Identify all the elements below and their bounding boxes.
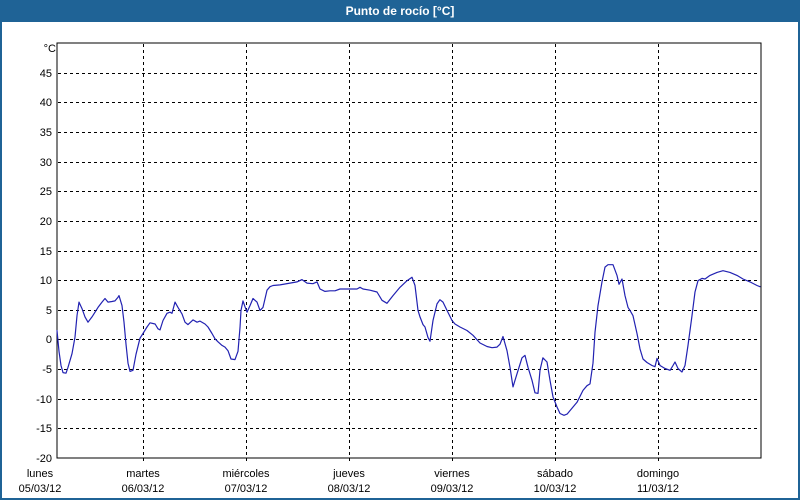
plot-frame	[56, 42, 762, 459]
x-day-label: miércoles	[222, 468, 270, 480]
x-day-label: jueves	[332, 468, 365, 480]
x-date-label: 09/03/12	[431, 483, 474, 495]
x-day-label: lunes	[27, 468, 54, 480]
x-date-label: 10/03/12	[534, 483, 577, 495]
x-day-label: sábado	[537, 468, 573, 480]
x-day-label: viernes	[434, 468, 470, 480]
chart-title: Punto de rocío [°C]	[345, 4, 455, 18]
y-tick-label: 40	[40, 97, 52, 109]
x-date-label: 06/03/12	[122, 483, 165, 495]
y-tick-label: 20	[40, 216, 52, 228]
y-tick-label: -10	[36, 394, 52, 406]
x-gridlines	[143, 44, 659, 462]
y-tick-label: 10	[40, 275, 52, 287]
y-tick-label: 45	[40, 68, 52, 80]
y-tick-label: -15	[36, 423, 52, 435]
y-gridlines	[58, 73, 760, 429]
y-tick-label: 15	[40, 246, 52, 258]
y-unit-label: °C	[44, 43, 56, 55]
data-line-dew-point	[56, 264, 761, 416]
y-tick-label: 35	[40, 127, 52, 139]
y-tick-label: 5	[46, 305, 52, 317]
x-date-label: 11/03/12	[637, 483, 679, 495]
y-tick-label: 30	[40, 157, 52, 169]
x-day-label: martes	[126, 468, 160, 480]
y-tick-labels: 45 40 35 30 25 20 15 10 5 0 -5 -10 -15 -20	[36, 68, 52, 465]
x-day-label: domingo	[637, 468, 679, 480]
x-date-label: 05/03/12	[19, 483, 62, 495]
y-tick-label: -20	[36, 453, 52, 465]
y-tick-label: -5	[42, 364, 52, 376]
y-tick-label: 25	[40, 186, 52, 198]
x-axis-labels: lunes 05/03/12 martes 06/03/12 miércoles 07/0…	[19, 468, 680, 495]
x-date-label: 08/03/12	[328, 483, 371, 495]
y-tick-label: 0	[46, 334, 52, 346]
chart-title-bar: Punto de rocío [°C]	[0, 0, 800, 22]
chart-canvas: 45 40 35 30 25 20 15 10 5 0 -5 -10 -15 -20 °C lunes 05/0…	[2, 22, 798, 498]
x-date-label: 07/03/12	[225, 483, 268, 495]
